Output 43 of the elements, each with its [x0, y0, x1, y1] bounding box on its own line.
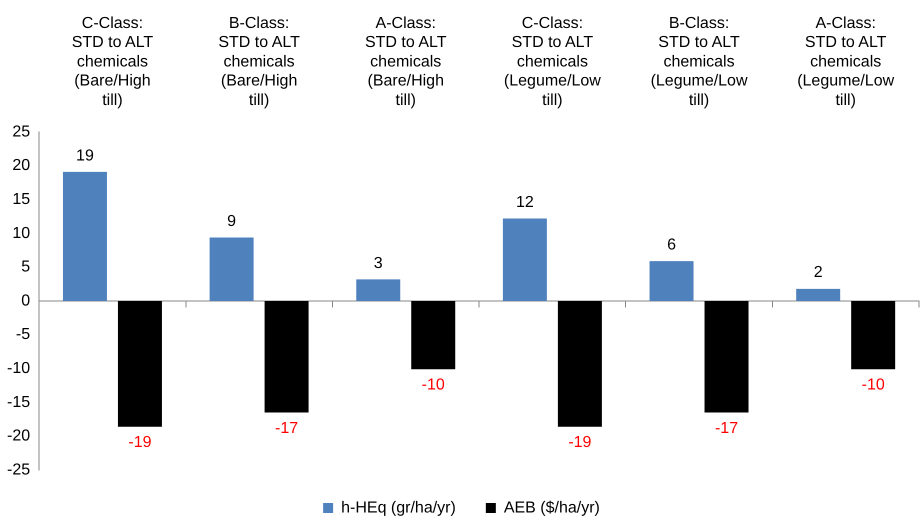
y-tick-label: 5: [21, 258, 30, 276]
data-label: -10: [422, 376, 445, 394]
y-tick-label: 0: [21, 292, 30, 310]
x-tick-label: B-Class: STD to ALT chemicals (Bare/High till): [218, 15, 300, 109]
bar: [502, 218, 547, 301]
bar: [851, 301, 896, 370]
legend-label: AEB ($/ha/yr): [504, 499, 600, 516]
bar: [796, 288, 840, 301]
y-tick-label: -10: [7, 360, 30, 378]
y-tick-label: 10: [12, 224, 30, 242]
bar: [558, 301, 602, 427]
bar: [704, 301, 749, 413]
data-label: -19: [568, 434, 592, 452]
bar: [118, 301, 162, 427]
data-label: 2: [814, 264, 823, 282]
y-tick-label: 20: [12, 157, 30, 174]
x-tick-label: B-Class: STD to ALT chemicals (Legume/Low till): [650, 15, 748, 109]
legend-label: h-HEq (gr/ha/yr): [341, 499, 456, 516]
x-tick-label: C-Class: STD to ALT chemicals (Legume/Low till): [504, 15, 602, 109]
bar: [210, 237, 254, 301]
y-tick-label: 15: [12, 191, 30, 208]
bar: [264, 301, 309, 413]
data-label: 9: [227, 212, 236, 230]
y-tick-label: 25: [12, 123, 30, 140]
data-label: 6: [667, 236, 676, 254]
x-tick-label: C-Class: STD to ALT chemicals (Bare/High till): [72, 15, 154, 109]
bar: [411, 301, 456, 370]
data-label: 19: [76, 147, 94, 164]
x-tick-label: A-Class: STD to ALT chemicals (Bare/High till): [364, 15, 447, 109]
data-label: 12: [516, 194, 534, 211]
y-tick-label: -25: [7, 461, 30, 478]
y-tick-label: -5: [16, 326, 30, 344]
data-label: -19: [128, 434, 152, 452]
data-label: -10: [862, 376, 885, 394]
data-label: -17: [275, 420, 298, 437]
bar: [356, 279, 400, 301]
y-tick-label: -15: [7, 394, 30, 411]
bar: [650, 261, 694, 301]
data-label: -17: [714, 420, 738, 437]
bar: [62, 172, 107, 301]
data-label: 3: [374, 254, 383, 272]
y-tick-label: -20: [7, 428, 30, 445]
x-tick-label: A-Class: STD to ALT chemicals (Legume/Low till): [797, 15, 895, 109]
